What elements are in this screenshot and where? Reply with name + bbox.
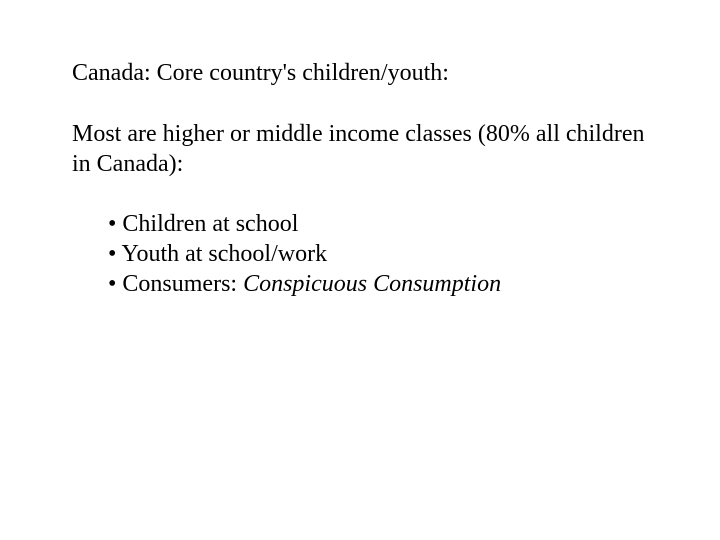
list-item: • Children at school (108, 209, 648, 239)
bullet-text-prefix: Consumers: (122, 271, 243, 297)
slide-heading: Canada: Core country's children/youth: (72, 58, 648, 89)
bullet-mark: • (108, 271, 116, 297)
bullet-list: • Children at school • Youth at school/w… (72, 209, 648, 299)
bullet-text: Youth at school/work (122, 241, 328, 267)
bullet-text: Children at school (122, 211, 298, 237)
bullet-text-italic: Conspicuous Consumption (243, 271, 501, 297)
bullet-mark: • (108, 241, 116, 267)
slide-subheading: Most are higher or middle income classes… (72, 119, 648, 179)
list-item: • Consumers: Conspicuous Consumption (108, 269, 648, 299)
bullet-mark: • (108, 211, 116, 237)
list-item: • Youth at school/work (108, 239, 648, 269)
